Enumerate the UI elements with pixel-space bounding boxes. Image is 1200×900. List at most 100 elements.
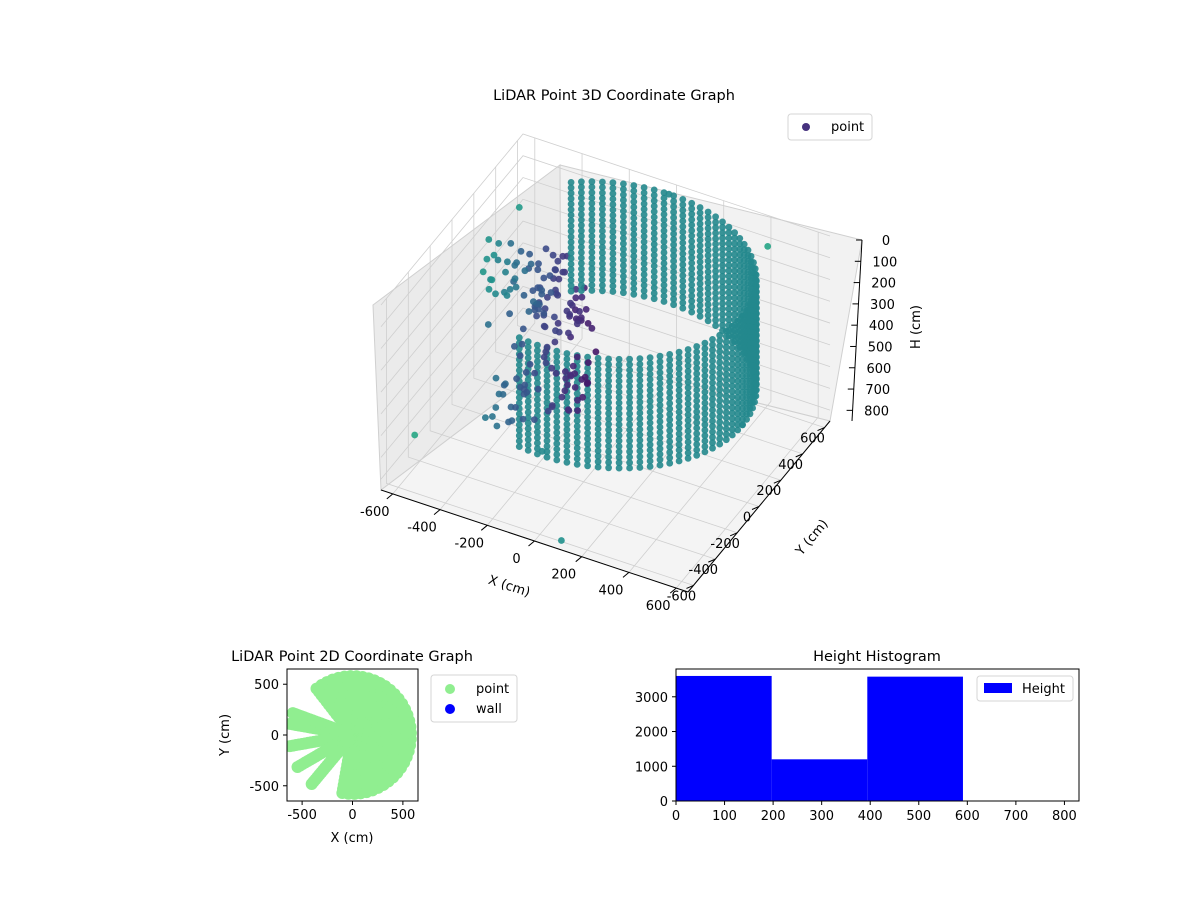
data-point-3d [704, 252, 712, 259]
data-point-3d [502, 268, 509, 276]
data-point-3d [574, 407, 581, 414]
data-point-3d [716, 418, 724, 426]
data-point-3d [553, 374, 561, 382]
data-point-3d [640, 233, 648, 240]
data-point-3d [728, 431, 736, 439]
data-point-3d [630, 198, 638, 206]
data-point-3d [534, 450, 541, 458]
data-point-3d [728, 420, 736, 428]
data-point-3d [546, 272, 554, 279]
ticks-histogram: 0 100 200 300 400 500 600 700 800 0 1000 2000 3000 [635, 691, 1077, 824]
data-point-3d [709, 406, 716, 414]
data-point-3d [734, 355, 742, 363]
data-point-3d [594, 436, 602, 444]
data-point-3d [574, 396, 581, 404]
data-point-3d [722, 430, 730, 438]
data-point-3d [520, 390, 528, 398]
data-point-3d [567, 238, 575, 246]
data-point-3d [709, 357, 716, 365]
data-point-3d [588, 243, 596, 251]
data-point-3d [599, 260, 606, 267]
data-point-3d [620, 251, 627, 258]
data-point-3d [675, 452, 683, 459]
y-tick-3d [773, 479, 782, 484]
y-axis-label-3d: Y (cm) [792, 517, 831, 560]
data-point-3d [666, 351, 674, 358]
data-point-3d [684, 362, 692, 370]
data-point-3d [728, 404, 736, 412]
legend-2d-wall-marker [445, 704, 455, 714]
data-point-3d [660, 194, 668, 202]
data-point-3d [719, 327, 726, 335]
data-point-3d [541, 323, 549, 331]
data-point-3d [567, 287, 575, 295]
data-point-3d [548, 402, 556, 409]
data-point-3d [636, 371, 644, 379]
data-point-3d [636, 464, 644, 471]
data-point-3d [731, 261, 738, 269]
data-point-3d [712, 235, 719, 243]
data-point-3d [666, 394, 674, 402]
data-point-3d [594, 365, 602, 373]
data-point-3d [656, 423, 664, 431]
data-point-3d [722, 425, 730, 433]
data-point-3d [696, 307, 704, 315]
data-point-3d [563, 459, 571, 466]
y-tick-3d [795, 453, 803, 458]
data-point-3d [646, 414, 654, 421]
data-point-3d [693, 424, 701, 432]
data-point-3d [728, 371, 736, 379]
data-point-3d [693, 343, 701, 350]
data-point-3d [594, 409, 602, 417]
data-point-3d [490, 251, 498, 259]
data-point-3d [660, 238, 668, 246]
data-point-3d [701, 399, 709, 407]
data-point-3d [701, 415, 709, 423]
data-point-3d [725, 321, 733, 329]
data-point-3d [578, 265, 585, 273]
data-point-3d [719, 294, 726, 302]
data-point-3d [543, 372, 551, 379]
data-point-3d [696, 280, 704, 288]
data-point-3d [578, 243, 585, 251]
data-point-3d [650, 273, 658, 281]
data-point-3d [584, 353, 591, 361]
data-point-3d [609, 250, 617, 257]
data-point-3d [411, 431, 419, 439]
data-point-3d [675, 446, 683, 454]
data-point-3d [615, 377, 623, 385]
data-point-3d [675, 376, 683, 383]
data-point-3d [584, 402, 591, 410]
legend-histogram-label: Height [1022, 682, 1065, 697]
data-point-3d [534, 379, 541, 387]
data-point-3d [609, 244, 617, 252]
data-point-3d [650, 240, 658, 248]
data-point-3d [670, 225, 677, 232]
data-point-3d [578, 281, 585, 289]
legend-histogram: Height [976, 675, 1074, 702]
data-point-3d [716, 337, 724, 345]
data-point-3d [620, 180, 627, 188]
data-point-3d [588, 254, 596, 262]
data-point-3d [684, 416, 692, 424]
data-point-3d [578, 227, 585, 235]
data-point-3d [679, 255, 687, 263]
data-point-3d [620, 229, 627, 237]
data-point-3d [684, 357, 692, 364]
data-point-3d [679, 293, 687, 301]
data-point-3d [736, 289, 744, 297]
data-point-3d [540, 274, 548, 282]
data-point-3d [552, 369, 560, 377]
data-point-3d [696, 253, 704, 260]
data-point-3d [567, 206, 575, 214]
data-point-3d [712, 229, 719, 237]
data-point-3d [693, 370, 701, 378]
data-point-3d [605, 453, 612, 461]
data-point-3d [527, 260, 535, 268]
data-point-3d [605, 442, 612, 450]
data-point-3d [578, 183, 585, 191]
data-point-3d [615, 394, 623, 401]
data-point-3d [701, 356, 709, 363]
data-point-3d [725, 272, 733, 280]
data-point-3d [650, 279, 658, 286]
